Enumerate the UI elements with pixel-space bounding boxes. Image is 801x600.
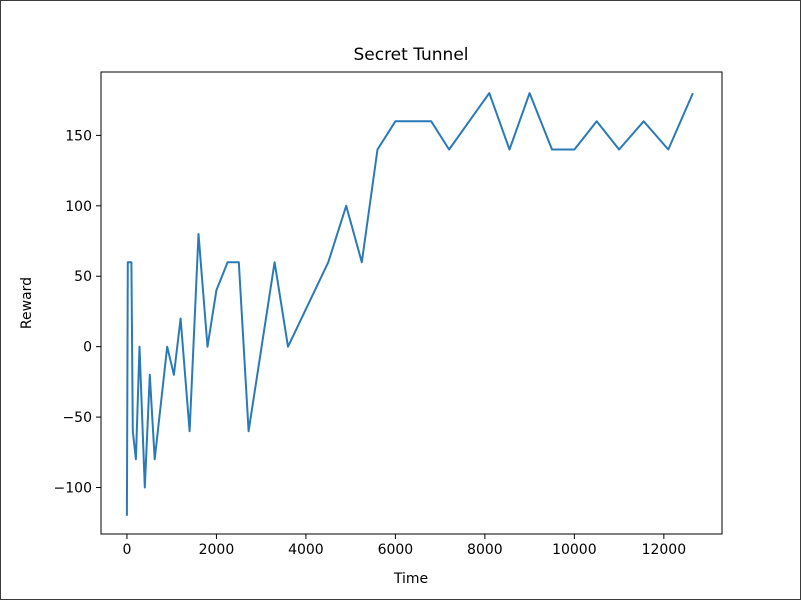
y-tick-label: 150: [65, 128, 92, 144]
x-axis-label: Time: [393, 571, 428, 587]
x-tick-label: 10000: [552, 542, 597, 558]
x-tick-label: 0: [122, 542, 131, 558]
y-tick-label: 50: [74, 269, 92, 285]
y-tick-label: 0: [83, 340, 92, 356]
x-tick-label: 8000: [467, 542, 503, 558]
plot-area: [100, 71, 723, 535]
y-axis: −100 −50 0 50 100 150: [54, 128, 101, 497]
series-layer: [125, 92, 694, 516]
x-axis: 0 2000 4000 6000 8000 10000 12000: [122, 534, 686, 558]
x-tick-label: 6000: [378, 542, 414, 558]
x-tick-label: 12000: [642, 542, 687, 558]
y-tick-label: −50: [62, 410, 92, 426]
x-tick-label: 2000: [199, 542, 235, 558]
series-line: [125, 92, 694, 516]
chart-title: Secret Tunnel: [353, 45, 468, 65]
y-axis-label: Reward: [19, 277, 35, 329]
y-tick-label: −100: [54, 481, 92, 497]
y-tick-label: 100: [65, 199, 92, 215]
x-tick-label: 4000: [288, 542, 324, 558]
